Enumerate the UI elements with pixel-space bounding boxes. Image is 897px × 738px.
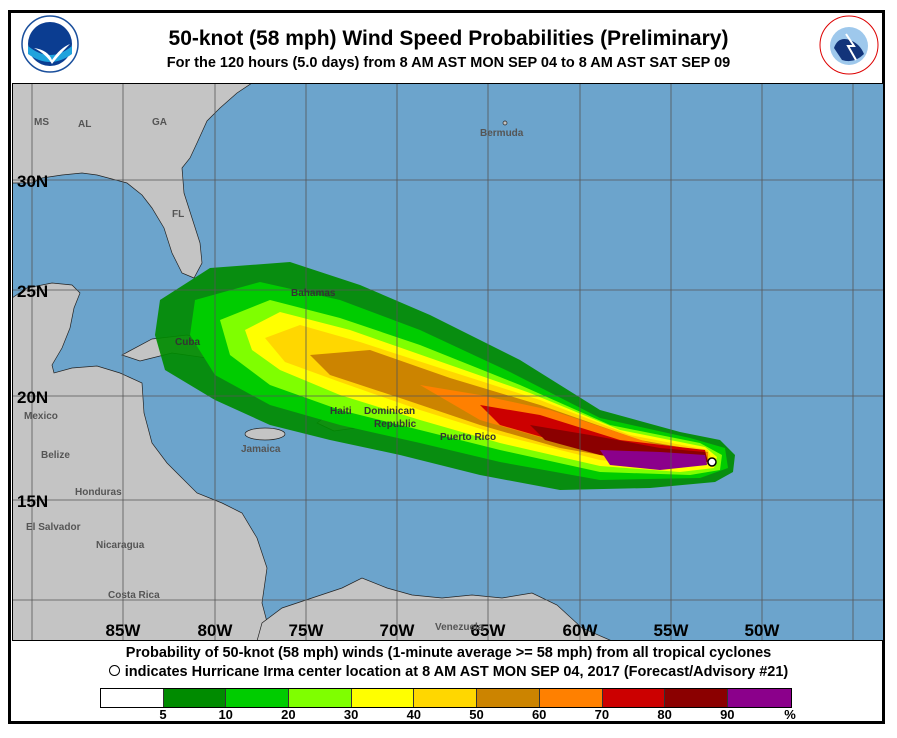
lon-label: 60W: [563, 621, 599, 640]
legend-label: 10: [218, 707, 233, 722]
lat-labels: 30N 25N 20N 15N: [17, 172, 48, 511]
place-label: Haiti: [330, 406, 352, 417]
land: [12, 83, 613, 641]
footer-center-note: indicates Hurricane Irma center location…: [0, 664, 897, 680]
legend-label: %: [784, 707, 796, 722]
place-label: Costa Rica: [108, 590, 160, 601]
place-label: Honduras: [75, 487, 122, 498]
legend-label: 70: [594, 707, 610, 722]
legend-label: 30: [343, 707, 359, 722]
lat-label: 20N: [17, 388, 48, 407]
place-label: Jamaica: [241, 444, 281, 455]
place-label: El Salvador: [26, 522, 81, 533]
legend-label: 5: [159, 707, 167, 722]
storm-center-marker: [707, 457, 717, 467]
land-mexico-central-america: [12, 282, 273, 641]
land-south-america: [256, 577, 613, 641]
legend-swatch: [163, 689, 227, 707]
place-label: Dominican: [364, 406, 415, 417]
place-label: MS: [34, 117, 49, 128]
noaa-logo: [21, 15, 79, 73]
legend-label: 20: [281, 707, 296, 722]
legend-swatch: [101, 689, 164, 707]
legend-swatch: [602, 689, 666, 707]
lon-label: 55W: [654, 621, 690, 640]
lon-label: 80W: [198, 621, 234, 640]
legend-label: 50: [469, 707, 484, 722]
legend-swatch: [289, 689, 352, 707]
place-label: Bermuda: [480, 128, 524, 139]
footer-description: Probability of 50-knot (58 mph) winds (1…: [125, 645, 772, 661]
lon-label: 70W: [380, 621, 416, 640]
lon-labels: 85W 80W 75W 70W 65W 60W 55W 50W: [106, 621, 781, 640]
probability-map: 30N 25N 20N 15N 85W 80W 75W 70W 65W 60W …: [12, 83, 884, 641]
lat-label: 15N: [17, 492, 48, 511]
legend-label: 80: [657, 707, 672, 722]
nws-logo: [819, 15, 879, 75]
grid: [12, 83, 884, 641]
page-subtitle: For the 120 hours (5.0 days) from 8 AM A…: [166, 55, 731, 71]
lon-label: 50W: [745, 621, 781, 640]
legend-swatch: [665, 689, 728, 707]
probability-swath: [155, 262, 735, 490]
place-label: Cuba: [175, 337, 200, 348]
land-us-southeast: [12, 83, 253, 279]
lat-label: 30N: [17, 172, 48, 191]
legend-swatch: [477, 689, 540, 707]
land-bermuda: [502, 120, 508, 126]
lon-label: 75W: [289, 621, 325, 640]
legend-label: 90: [720, 707, 735, 722]
place-label: Mexico: [24, 411, 58, 422]
color-legend: [100, 688, 792, 708]
footer-center-text: indicates Hurricane Irma center location…: [124, 664, 789, 680]
place-label: Bahamas: [291, 288, 336, 299]
place-label: Venezuela: [435, 622, 484, 633]
place-label: Puerto Rico: [440, 432, 496, 443]
lat-label: 25N: [17, 282, 48, 301]
legend-swatch: [351, 689, 415, 707]
legend-swatch: [414, 689, 478, 707]
lon-label: 85W: [106, 621, 142, 640]
legend-swatch: [226, 689, 290, 707]
place-label: FL: [172, 209, 184, 220]
place-labels: MS AL GA FL Bermuda Bahamas Cuba Mexico …: [24, 117, 524, 633]
legend-label: 60: [531, 707, 547, 722]
land-jamaica: [244, 427, 286, 441]
legend-label: 40: [406, 707, 422, 722]
legend-swatch: [727, 689, 791, 707]
place-label: AL: [78, 119, 91, 130]
place-label: Republic: [374, 419, 417, 430]
page-title: 50-knot (58 mph) Wind Speed Probabilitie…: [168, 27, 729, 50]
lon-label: 65W: [471, 621, 507, 640]
place-label: GA: [152, 117, 167, 128]
place-label: Belize: [41, 450, 70, 461]
legend-swatch: [539, 689, 603, 707]
place-label: Nicaragua: [96, 540, 145, 551]
swath-90: [600, 450, 707, 470]
open-circle-icon: [108, 665, 120, 676]
